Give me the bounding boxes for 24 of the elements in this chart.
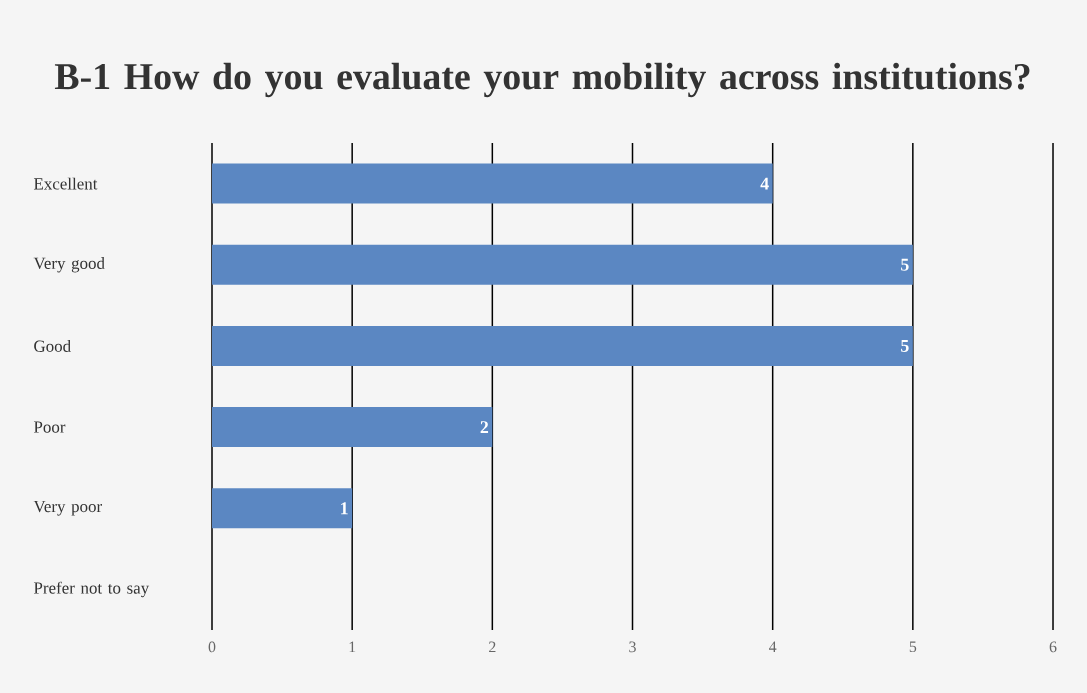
x-tick-label: 0 (208, 641, 216, 653)
bar (212, 244, 913, 285)
data-label: 5 (901, 339, 909, 352)
x-tick-label: 6 (1049, 641, 1057, 653)
bar (212, 488, 353, 529)
data-label: 2 (480, 421, 489, 434)
y-tick-label: Excellent (33, 177, 98, 190)
data-label: 5 (901, 258, 909, 271)
y-tick-label: Very good (33, 257, 105, 273)
x-tick-label: 3 (629, 641, 636, 653)
data-label: 1 (341, 502, 348, 515)
bar (212, 325, 913, 366)
bar (212, 407, 493, 448)
x-tick-label: 1 (349, 641, 356, 653)
x-tick-label: 5 (909, 641, 917, 653)
y-tick-label: Poor (33, 421, 66, 433)
bar (212, 163, 773, 204)
x-tick-label: 2 (489, 641, 496, 653)
chart-title: B-1 How do you evaluate your mobility across institutions? (54, 62, 1030, 98)
data-label: 4 (760, 177, 769, 190)
y-tick-label: Prefer not to say (33, 581, 150, 598)
y-tick-label: Good (34, 339, 71, 352)
x-tick-label: 4 (769, 641, 777, 653)
y-tick-label: Very poor (33, 500, 102, 516)
